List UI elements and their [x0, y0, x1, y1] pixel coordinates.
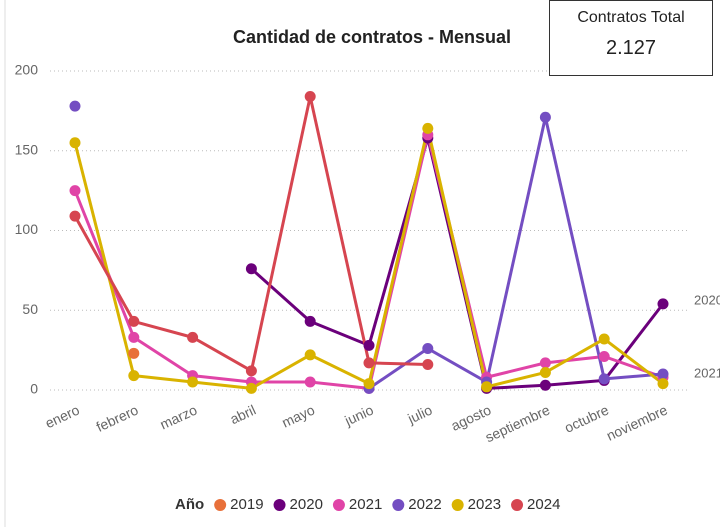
data-point — [363, 378, 375, 390]
legend-label: 2021 — [349, 496, 382, 513]
data-point — [304, 376, 316, 388]
data-point — [69, 100, 81, 112]
data-point — [422, 122, 434, 134]
legend-title: Año — [175, 496, 204, 513]
card-value: 2.127 — [605, 37, 657, 59]
data-point — [657, 368, 669, 380]
data-point — [539, 379, 551, 391]
data-point — [69, 185, 81, 197]
data-point — [481, 381, 493, 393]
data-point — [422, 358, 434, 370]
data-point — [128, 370, 140, 382]
legend-label: 2023 — [468, 496, 501, 513]
data-point — [69, 137, 81, 149]
visual-frame — [5, 0, 720, 527]
y-tick-label: 200 — [15, 62, 39, 78]
data-point — [363, 339, 375, 351]
legend-marker — [214, 499, 227, 511]
data-point — [363, 357, 375, 369]
legend-marker — [332, 499, 345, 511]
y-tick-label: 150 — [15, 141, 39, 157]
data-point — [128, 331, 140, 343]
kpi-card: Contratos Total 2.127 — [549, 0, 713, 76]
data-point — [128, 315, 140, 327]
legend-marker — [273, 499, 286, 511]
data-point — [539, 357, 551, 369]
legend-label: 2022 — [408, 496, 441, 513]
series-end-label: 2021 — [694, 366, 720, 381]
data-point — [657, 378, 669, 390]
series-end-label: 2020 — [694, 292, 720, 307]
data-point — [539, 111, 551, 123]
legend-marker — [451, 499, 464, 511]
data-point — [539, 366, 551, 378]
data-point — [598, 373, 610, 385]
legend-marker — [511, 499, 524, 511]
y-tick-label: 100 — [15, 221, 39, 237]
legend-label: 2019 — [230, 496, 263, 513]
data-point — [128, 347, 140, 359]
y-tick-label: 0 — [30, 381, 38, 397]
data-point — [422, 343, 434, 355]
data-point — [598, 333, 610, 345]
data-point — [598, 351, 610, 363]
data-point — [69, 210, 81, 222]
legend-label: 2020 — [290, 496, 323, 513]
legend-label: 2024 — [527, 496, 560, 513]
card-title: Contratos Total — [577, 9, 685, 26]
data-point — [187, 331, 199, 343]
legend-marker — [392, 499, 405, 511]
series-line — [368, 115, 664, 390]
chart-title: Cantidad de contratos - Mensual — [233, 27, 511, 47]
data-point — [657, 298, 669, 310]
data-point — [245, 382, 257, 394]
data-point — [304, 349, 316, 361]
data-point — [304, 315, 316, 327]
y-tick-label: 50 — [22, 301, 38, 317]
data-point — [245, 263, 257, 275]
data-point — [245, 365, 257, 377]
data-point — [304, 91, 316, 103]
data-point — [187, 376, 199, 388]
